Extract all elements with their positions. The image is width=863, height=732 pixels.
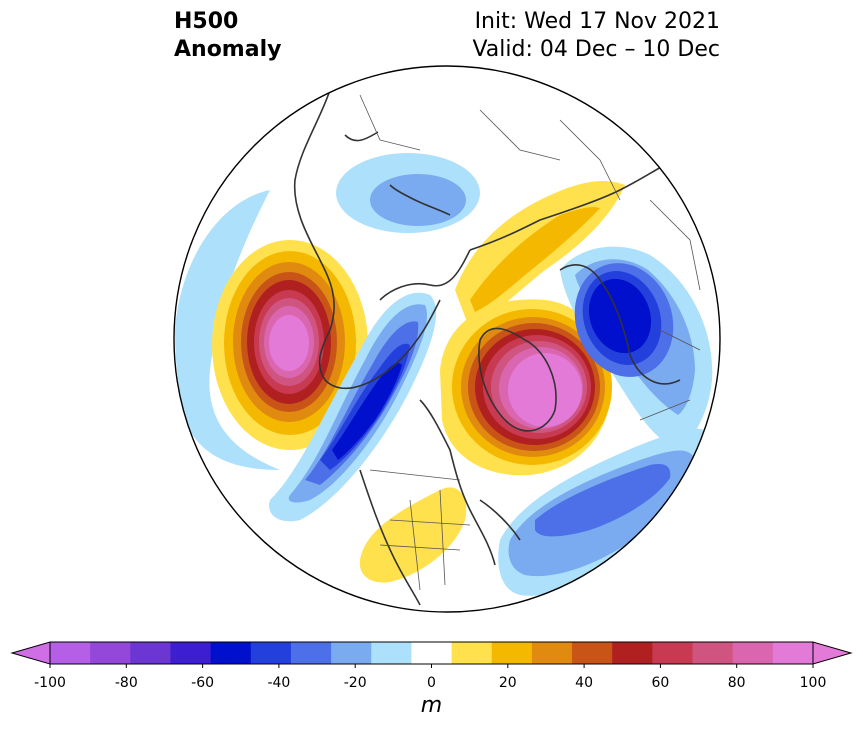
colorbar-bin: [130, 642, 171, 664]
colorbar-tick-label: -40: [267, 675, 291, 691]
anomaly-greenland-positive: [440, 299, 612, 476]
anomaly-southern-us-positive: [359, 487, 467, 583]
colorbar-extend-max: [812, 641, 853, 665]
colorbar-bin: [290, 642, 332, 664]
title-variable: H500: [174, 9, 239, 34]
colorbar-bin: [772, 642, 814, 664]
colorbar-bin: [170, 642, 212, 664]
colorbar-tick-label: 60: [651, 675, 670, 691]
title-valid: Valid: 04 Dec – 10 Dec: [472, 37, 720, 62]
colorbar-bin: [411, 642, 453, 664]
colorbar-tick-label: 100: [799, 675, 827, 691]
map-disk: [174, 66, 720, 612]
colorbar-units-label: m: [420, 693, 443, 718]
colorbar-bin: [612, 642, 653, 664]
colorbar-extend-min: [10, 641, 51, 665]
anomaly-canada-negative: [269, 292, 437, 522]
colorbar-bin: [652, 642, 694, 664]
title-field: Anomaly: [174, 37, 282, 62]
colorbar-bin: [50, 642, 91, 664]
colorbar-tick-label: 20: [498, 675, 517, 691]
colorbar-bin: [371, 642, 412, 664]
colorbar-bin: [572, 642, 613, 664]
colorbar-bin: [732, 642, 774, 664]
colorbar-tick-label: 40: [575, 675, 593, 691]
anomaly-pacific-blue-band: [175, 190, 280, 470]
colorbar-tick-label: 80: [727, 675, 746, 691]
anomaly-siberia-negative: [336, 153, 480, 233]
colorbar-tick-label: -20: [343, 675, 367, 691]
colorbar-bin: [491, 642, 533, 664]
colorbar-bin: [331, 642, 372, 664]
map-boundary-circle: [173, 65, 721, 613]
colorbar-tick-label: -60: [191, 675, 215, 691]
colorbar-bin: [531, 642, 573, 664]
colorbar-bin: [210, 642, 252, 664]
colorbar-bin: [90, 642, 131, 664]
colorbar-bin: [250, 642, 292, 664]
colorbar-tick-label: -80: [114, 675, 138, 691]
colorbar: [10, 641, 853, 668]
anomaly-alaska-positive: [212, 240, 368, 450]
colorbar-tick-label: -100: [34, 675, 66, 691]
anomaly-scandinavia-negative: [560, 246, 713, 450]
colorbar-tick-label: 0: [427, 675, 436, 691]
anomaly-atlantic-negative: [498, 428, 715, 596]
colorbar-bin: [692, 642, 734, 664]
title-init: Init: Wed 17 Nov 2021: [474, 9, 720, 34]
colorbar-bin: [451, 642, 493, 664]
coastlines: [293, 89, 681, 606]
map-title-left: H500 Anomaly: [174, 8, 281, 64]
map-title-right: Init: Wed 17 Nov 2021 Valid: 04 Dec – 10…: [472, 8, 720, 64]
political-borders: [359, 94, 701, 591]
polar-map: [173, 65, 721, 613]
